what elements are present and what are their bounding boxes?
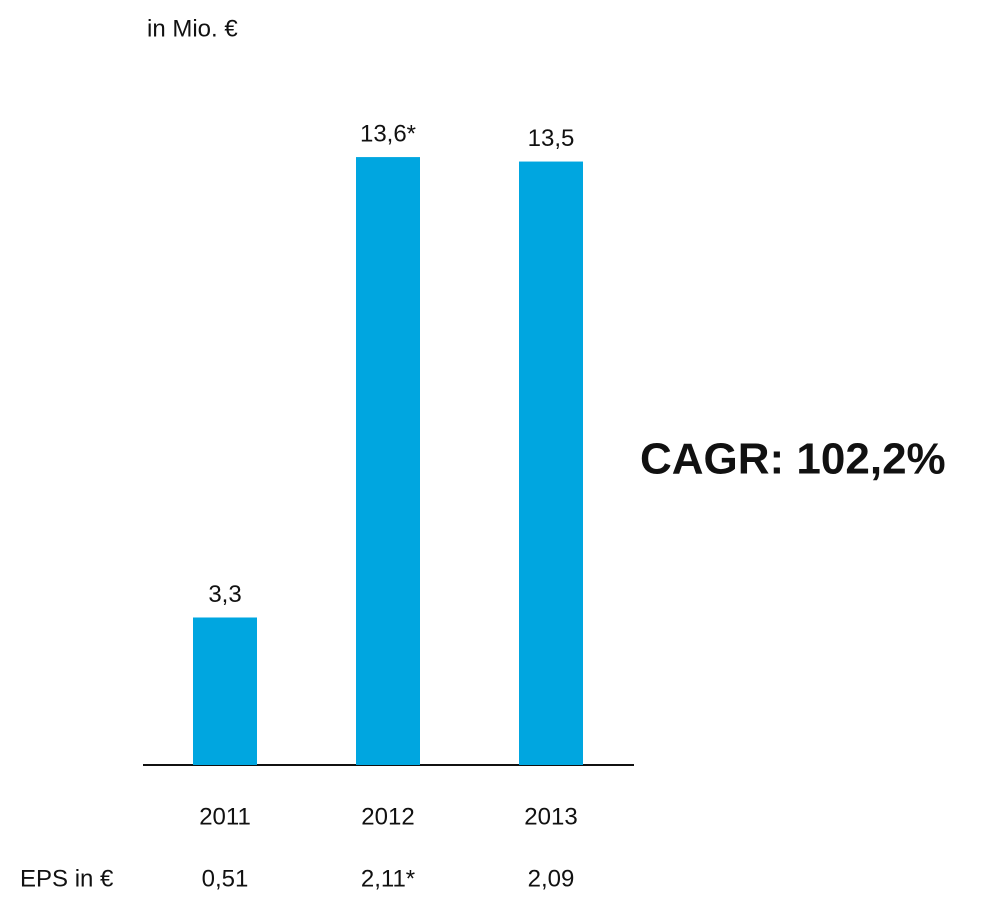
eps-label: EPS in € (20, 865, 114, 892)
eps-value: 0,51 (202, 865, 249, 892)
chart-subtitle: in Mio. € (147, 15, 238, 42)
bar (193, 617, 257, 765)
value-label: 3,3 (208, 581, 241, 608)
x-tick-label: 2011 (199, 803, 251, 830)
eps-value: 2,09 (528, 865, 575, 892)
eps-value: 2,11* (361, 865, 415, 892)
value-label: 13,5 (528, 125, 575, 152)
x-tick-label: 2012 (361, 803, 414, 830)
bar (519, 161, 583, 766)
bar (356, 157, 420, 765)
x-tick-label: 2013 (524, 803, 577, 830)
annotation: CAGR: 102,2% (640, 435, 946, 484)
value-label: 13,6* (360, 120, 416, 147)
